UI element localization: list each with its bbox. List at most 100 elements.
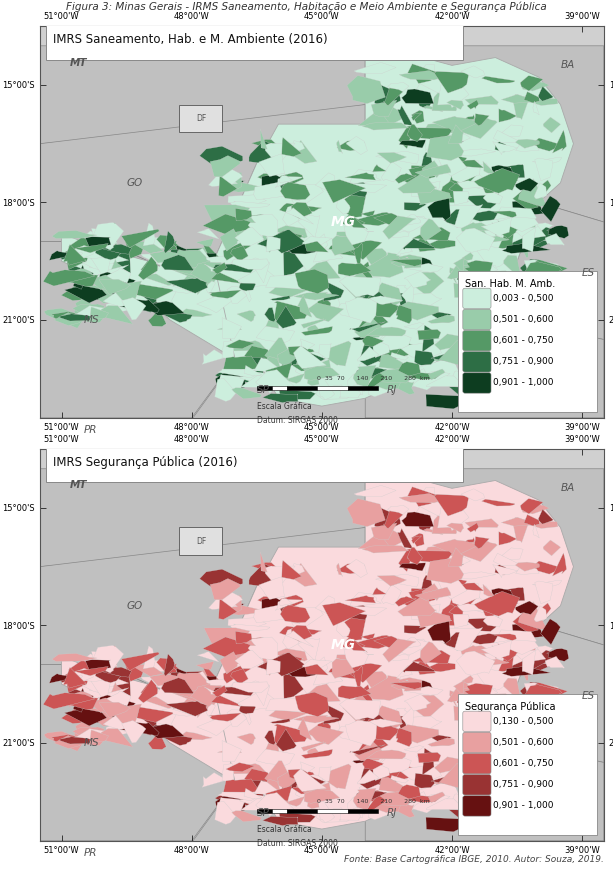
Polygon shape: [435, 757, 479, 773]
Polygon shape: [367, 343, 402, 369]
Polygon shape: [482, 295, 517, 316]
Polygon shape: [206, 677, 238, 686]
Polygon shape: [284, 614, 300, 624]
Text: 0,003 - 0,500: 0,003 - 0,500: [493, 294, 554, 303]
Text: Escala Gráfica: Escala Gráfica: [257, 402, 311, 411]
Polygon shape: [503, 327, 528, 352]
Polygon shape: [64, 708, 107, 726]
Polygon shape: [532, 157, 562, 163]
Polygon shape: [520, 259, 547, 273]
Polygon shape: [368, 378, 398, 397]
Polygon shape: [246, 642, 265, 654]
Polygon shape: [461, 222, 494, 232]
Polygon shape: [409, 588, 438, 602]
Polygon shape: [496, 217, 539, 232]
Polygon shape: [399, 140, 426, 148]
Polygon shape: [512, 517, 530, 543]
Polygon shape: [457, 260, 472, 279]
Polygon shape: [487, 702, 522, 714]
Text: Figura 3: Minas Gerais - IRMS Saneamento, Habitação e Meio Ambiente e Segurança : Figura 3: Minas Gerais - IRMS Saneamento…: [66, 2, 547, 12]
Polygon shape: [121, 652, 159, 670]
Polygon shape: [423, 529, 443, 535]
Polygon shape: [368, 801, 398, 820]
Polygon shape: [475, 334, 505, 343]
Polygon shape: [282, 137, 302, 156]
Polygon shape: [474, 537, 489, 549]
Polygon shape: [97, 244, 131, 254]
Polygon shape: [124, 661, 145, 682]
Polygon shape: [432, 116, 479, 133]
Polygon shape: [460, 211, 511, 221]
Polygon shape: [431, 777, 459, 786]
Polygon shape: [197, 291, 238, 313]
Polygon shape: [428, 738, 455, 746]
Polygon shape: [402, 705, 414, 728]
Polygon shape: [409, 165, 438, 179]
Polygon shape: [413, 371, 450, 390]
Polygon shape: [172, 240, 192, 258]
Polygon shape: [545, 233, 565, 246]
Polygon shape: [356, 212, 394, 225]
Polygon shape: [379, 753, 411, 773]
Polygon shape: [207, 704, 216, 717]
Polygon shape: [311, 656, 328, 677]
Polygon shape: [212, 685, 227, 697]
Polygon shape: [339, 812, 360, 820]
Polygon shape: [524, 92, 539, 103]
Polygon shape: [226, 340, 254, 349]
Polygon shape: [482, 76, 515, 83]
Polygon shape: [490, 800, 530, 817]
Polygon shape: [534, 183, 547, 199]
Polygon shape: [354, 62, 396, 73]
Polygon shape: [398, 125, 415, 149]
FancyBboxPatch shape: [463, 753, 491, 773]
Polygon shape: [408, 369, 428, 388]
Polygon shape: [111, 246, 131, 274]
Bar: [287, 808, 318, 814]
Polygon shape: [260, 128, 267, 149]
Polygon shape: [101, 728, 133, 747]
Polygon shape: [447, 688, 486, 702]
Polygon shape: [265, 566, 295, 583]
Polygon shape: [52, 654, 97, 662]
Polygon shape: [276, 306, 297, 329]
Polygon shape: [292, 364, 318, 371]
Polygon shape: [235, 631, 252, 644]
Polygon shape: [413, 794, 450, 813]
Polygon shape: [520, 227, 560, 250]
Polygon shape: [366, 329, 386, 349]
Polygon shape: [262, 743, 280, 764]
Polygon shape: [262, 651, 279, 676]
Polygon shape: [227, 287, 247, 303]
Polygon shape: [249, 141, 280, 164]
Polygon shape: [101, 688, 129, 703]
Polygon shape: [324, 704, 344, 724]
Polygon shape: [73, 265, 85, 289]
Polygon shape: [422, 239, 455, 249]
Text: PR: PR: [83, 848, 97, 857]
Polygon shape: [387, 505, 409, 516]
Polygon shape: [528, 645, 555, 667]
Polygon shape: [359, 311, 388, 329]
Bar: [318, 385, 348, 391]
Polygon shape: [76, 306, 113, 319]
Polygon shape: [398, 716, 410, 738]
Polygon shape: [193, 671, 209, 693]
Polygon shape: [496, 587, 525, 601]
Polygon shape: [460, 114, 474, 130]
Polygon shape: [306, 302, 344, 322]
Polygon shape: [369, 718, 403, 727]
Polygon shape: [69, 236, 94, 253]
Polygon shape: [439, 763, 489, 789]
Polygon shape: [99, 280, 131, 295]
Polygon shape: [219, 175, 237, 197]
Polygon shape: [375, 368, 413, 383]
Polygon shape: [349, 639, 367, 653]
Polygon shape: [460, 538, 474, 552]
Polygon shape: [403, 662, 435, 672]
Polygon shape: [502, 548, 523, 559]
Polygon shape: [420, 218, 441, 241]
Polygon shape: [204, 264, 221, 272]
Polygon shape: [204, 628, 250, 644]
Polygon shape: [249, 681, 270, 706]
